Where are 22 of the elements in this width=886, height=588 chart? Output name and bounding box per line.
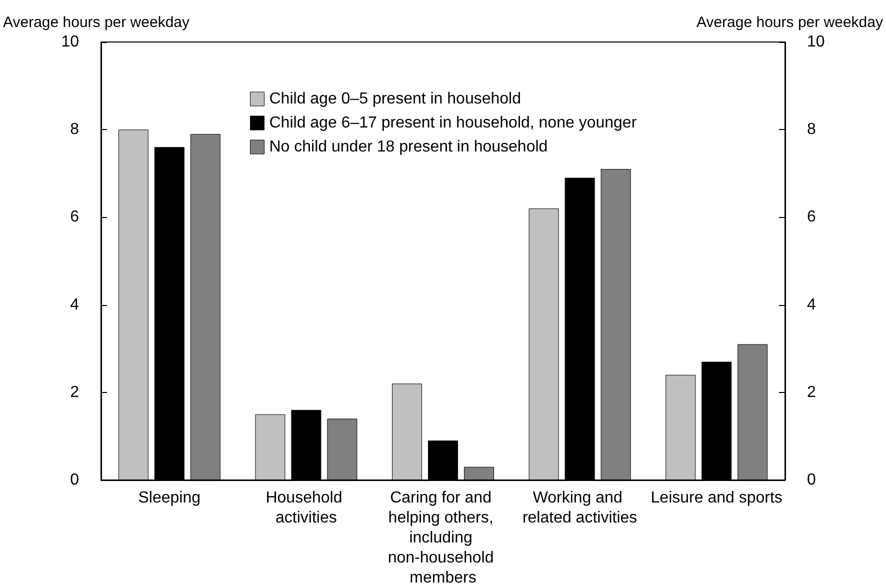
y-tick-label: 0 <box>70 472 80 488</box>
legend-label: Child age 0–5 present in household <box>269 90 521 108</box>
y2-tick-label: 8 <box>807 121 816 138</box>
x-tick-label: Leisure and sports <box>650 490 782 506</box>
y-tick-label: 10 <box>61 34 80 50</box>
legend-label: Child age 6–17 present in household, none younger <box>269 114 638 132</box>
y-tick-label: 8 <box>70 121 80 138</box>
legend-label: No child under 18 present in household <box>269 138 548 156</box>
y-axis-title: Average hours per weekday <box>3 14 190 31</box>
y2-tick-label: 2 <box>807 384 816 401</box>
y-tick-label: 6 <box>70 208 80 226</box>
y2-tick-label: 0 <box>807 472 816 488</box>
x-tick-label: Sleeping <box>138 490 201 506</box>
y2-tick-label: 10 <box>807 34 825 50</box>
x-tick-label: Caring for and helping others, including non-household members <box>388 490 498 586</box>
y2-axis-title: Average hours per weekday <box>696 14 884 31</box>
y-tick-label: 2 <box>70 384 80 401</box>
y-tick-label: 4 <box>70 296 80 314</box>
x-tick-label: Household activities <box>266 490 347 526</box>
y2-tick-label: 6 <box>807 208 816 226</box>
y2-tick-label: 4 <box>807 296 816 314</box>
x-tick-label: Working and related activities <box>522 490 638 526</box>
